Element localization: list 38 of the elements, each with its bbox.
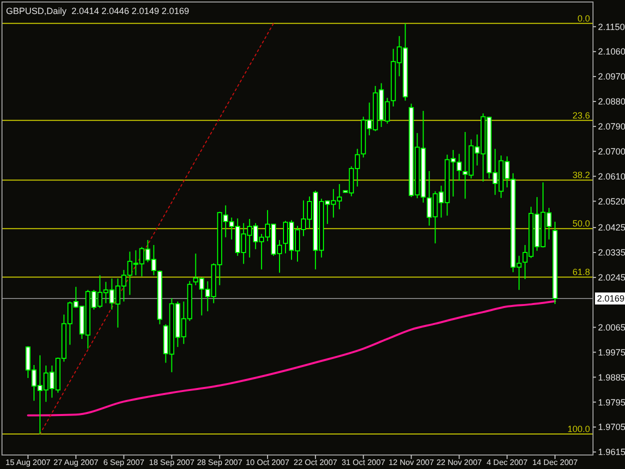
annotation: 38.2 [572, 170, 590, 180]
y-tick-label: 1.9885 [598, 372, 625, 382]
x-tick-label: 18 Sep 2007 [149, 458, 195, 467]
y-tick-label: 2.0790 [598, 122, 625, 132]
line-series [27, 300, 556, 416]
y-tick-label: 2.0880 [598, 96, 625, 107]
x-tick-label: 22 Nov 2007 [436, 458, 482, 467]
ref-line-label: 2.0169 [597, 294, 625, 304]
y-tick-label: 2.0335 [598, 248, 625, 258]
x-tick-label: 15 Aug 2007 [6, 458, 52, 467]
annotation: 0.0 [577, 13, 590, 24]
x-tick-label: 22 Oct 2007 [294, 458, 338, 467]
y-tick-label: 1.9975 [598, 347, 625, 358]
y-tick-label: 2.0700 [598, 146, 625, 157]
x-tick-label: 4 Dec 2007 [486, 458, 528, 467]
y-tick-label: 2.0610 [598, 171, 625, 182]
annotation: 23.6 [572, 110, 590, 120]
annotation: 61.8 [572, 267, 590, 278]
y-tick-label: 2.0970 [598, 72, 625, 82]
y-tick-label: 2.1150 [598, 22, 625, 32]
y-tick-label: 2.0520 [598, 196, 625, 206]
y-tick-label: 1.9795 [598, 397, 625, 408]
y-tick-label: 1.9615 [598, 447, 625, 458]
y-tick-label: 2.0065 [598, 322, 625, 332]
annotation: 50.0 [572, 218, 590, 229]
x-tick-label: 6 Sep 2007 [103, 458, 145, 467]
x-tick-label: 12 Nov 2007 [388, 458, 435, 467]
text: GBPUSD,Daily 2.0414 2.0446 2.0149 2.0169 [6, 6, 190, 16]
x-tick-label: 28 Sep 2007 [196, 458, 243, 467]
annotation: 100.0 [567, 424, 590, 434]
x-tick-label: 14 Dec 2007 [532, 458, 578, 467]
y-tick-label: 2.0245 [598, 272, 625, 283]
y-tick-label: 2.0425 [598, 222, 625, 233]
y-tick-label: 2.1060 [598, 46, 625, 57]
x-tick-label: 27 Aug 2007 [53, 458, 99, 467]
x-tick-label: 31 Oct 2007 [342, 458, 386, 467]
x-tick-label: 10 Oct 2007 [246, 458, 290, 467]
y-tick-label: 1.9705 [598, 422, 625, 432]
